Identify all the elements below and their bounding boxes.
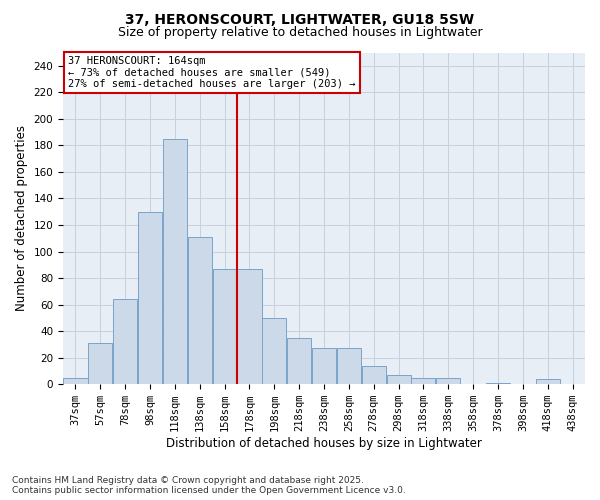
Text: 37 HERONSCOURT: 164sqm
← 73% of detached houses are smaller (549)
27% of semi-de: 37 HERONSCOURT: 164sqm ← 73% of detached… [68, 56, 356, 89]
Bar [362, 366, 386, 384]
Bar [88, 343, 112, 384]
Bar [486, 383, 510, 384]
Y-axis label: Number of detached properties: Number of detached properties [15, 126, 28, 312]
Bar [536, 379, 560, 384]
Text: Contains HM Land Registry data © Crown copyright and database right 2025.
Contai: Contains HM Land Registry data © Crown c… [12, 476, 406, 495]
Bar [113, 300, 137, 384]
Text: 37, HERONSCOURT, LIGHTWATER, GU18 5SW: 37, HERONSCOURT, LIGHTWATER, GU18 5SW [125, 12, 475, 26]
Bar [188, 237, 212, 384]
Bar [412, 378, 436, 384]
Bar [287, 338, 311, 384]
Bar [337, 348, 361, 384]
Bar [436, 378, 460, 384]
Bar [163, 138, 187, 384]
Bar [64, 378, 88, 384]
Bar [138, 212, 162, 384]
Bar [386, 375, 410, 384]
Text: Size of property relative to detached houses in Lightwater: Size of property relative to detached ho… [118, 26, 482, 39]
Bar [212, 269, 236, 384]
X-axis label: Distribution of detached houses by size in Lightwater: Distribution of detached houses by size … [166, 437, 482, 450]
Bar [312, 348, 336, 384]
Bar [238, 269, 262, 384]
Bar [262, 318, 286, 384]
